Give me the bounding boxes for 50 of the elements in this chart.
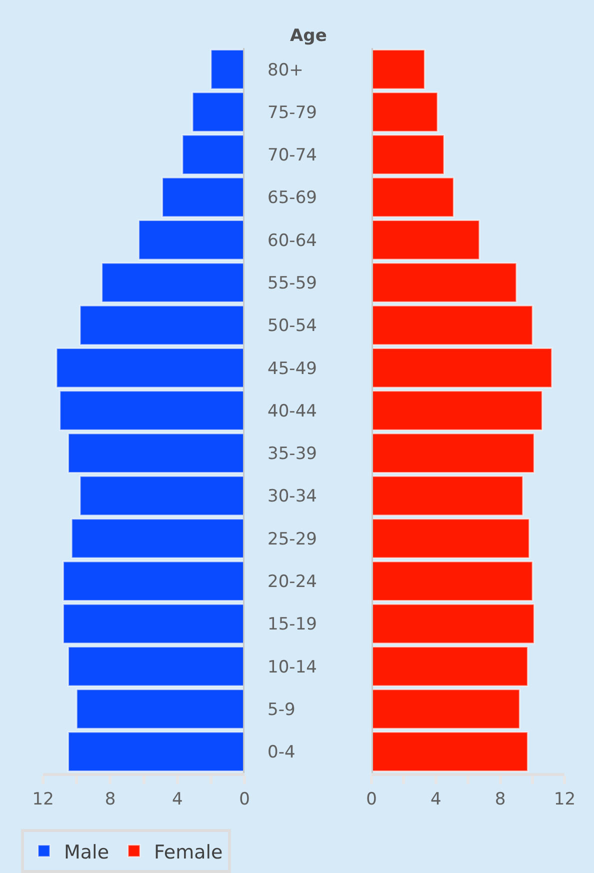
y-tick-label: 40-44 [268,401,317,422]
bar [372,603,535,644]
y-tick-label: 0-4 [268,742,296,763]
bar [372,134,445,175]
bar [68,731,245,772]
y-tick-label: 20-24 [268,572,317,592]
y-tick-label: 60-64 [268,230,317,251]
y-tick-label: 5-9 [268,700,296,720]
x-tick-label: 8 [494,789,506,810]
y-tick-label: 55-59 [268,274,317,294]
bar [79,304,245,346]
y-tick-label: 10-14 [268,657,317,678]
bar [210,48,245,90]
x-tick-label: 0 [366,789,377,810]
x-tick-label: 4 [172,789,183,810]
y-tick-label: 45-49 [268,358,317,379]
y-tick-label: 30-34 [268,486,317,507]
bar [59,390,245,431]
y-axis-title: Age [290,26,327,46]
y-tick-label: 80+ [268,60,304,80]
bar [372,432,535,474]
bar [68,432,245,474]
y-tick-label: 65-69 [268,188,317,208]
x-tick-label: 4 [430,789,442,810]
y-tick-label: 75-79 [268,102,317,123]
x-tick-label: 12 [32,789,54,810]
y-tick-label: 35-39 [268,444,317,464]
bar [372,304,534,346]
bar [192,92,245,132]
text: Female [154,841,223,864]
bar [62,603,245,644]
bar [372,92,438,132]
y-tick-label: 70-74 [268,146,317,166]
y-tick-label: 25-29 [268,529,317,550]
bar [372,390,543,431]
bar [372,475,524,516]
bar [372,347,553,388]
bar [372,731,528,772]
bar [79,475,245,516]
y-tick-label: 15-19 [268,614,317,635]
x-tick-label: 0 [239,789,250,810]
legend-label: Male [64,841,110,864]
y-tick-label: 50-54 [268,316,317,336]
x-tick-label: 12 [554,789,576,810]
bar [56,347,245,388]
x-tick-label: 8 [104,789,116,810]
bar [372,48,426,90]
bar [182,134,245,175]
bar [162,176,245,218]
bar [372,176,454,218]
